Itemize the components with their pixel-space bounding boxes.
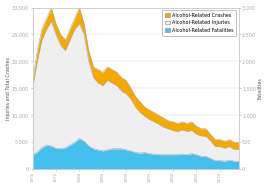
Y-axis label: Fatalities: Fatalities bbox=[258, 77, 262, 99]
Y-axis label: Injuries and Total Crashes: Injuries and Total Crashes bbox=[6, 57, 10, 120]
Legend: Alcohol-Related Crashes, Alcohol-Related Injuries, Alcohol-Related Fatalities: Alcohol-Related Crashes, Alcohol-Related… bbox=[162, 10, 236, 36]
